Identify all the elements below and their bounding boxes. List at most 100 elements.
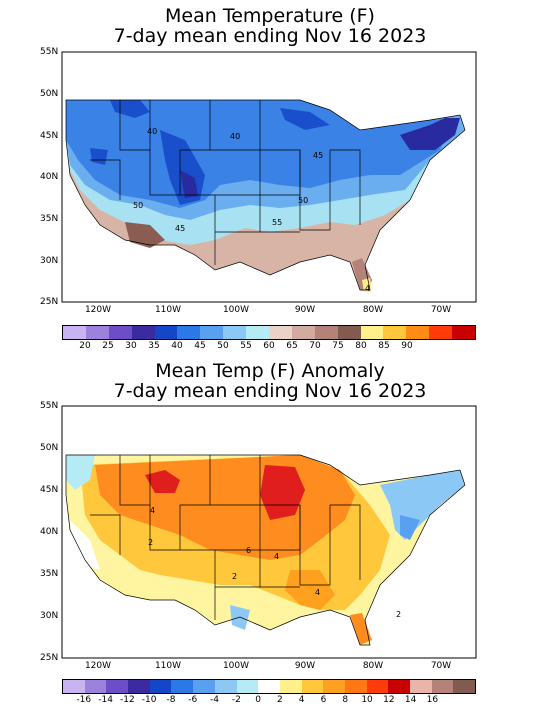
bottom-title-line2: 7-day mean ending Nov 16 2023 [113,380,427,402]
top-lon-label: 70W [430,305,452,315]
colorbar-tick-label: 30 [125,341,137,351]
top-lon-label: 110W [154,305,182,315]
top-contour-label: 40 [230,132,240,141]
top-lat-label: 45N [40,131,59,141]
top-contour-label: 45 [175,224,185,233]
bottom-contour-label: 4 [315,588,320,597]
colorbar-swatch [314,326,338,339]
colorbar-tick-label: -8 [166,695,176,705]
colorbar-tick-label: -12 [120,695,135,705]
bottom-lat-label: 35N [40,569,59,579]
bottom-lon-label: 90W [294,661,316,671]
colorbar-swatch [360,326,384,339]
bottom-state-boundaries [65,454,466,646]
colorbar-swatch [366,680,389,693]
colorbar-swatch [149,680,172,693]
colorbar-swatch [84,680,107,693]
colorbar-swatch [128,680,150,693]
colorbar-tick-label: 12 [383,695,395,705]
colorbar-tick-label: 60 [263,341,275,351]
bottom-lat-label: 55N [40,401,59,411]
bottom-lat-label: 30N [40,611,59,621]
bottom-map-frame [61,405,477,659]
top-lat-label: 30N [40,256,59,266]
colorbar-swatch [323,680,345,693]
colorbar-swatch [410,680,432,693]
top-title-line2: 7-day mean ending Nov 16 2023 [113,25,427,47]
colorbar-swatch [200,326,224,339]
colorbar-tick-label: -10 [141,695,157,705]
bottom-contour-label: 4 [274,552,279,561]
top-lat-label: 55N [40,47,59,57]
colorbar-swatch [214,680,237,693]
colorbar-swatch [453,680,476,693]
colorbar-tick-label: 75 [332,341,344,351]
colorbar-swatch [236,680,259,693]
colorbar-tick-label: 85 [378,341,390,351]
colorbar-tick-label: -2 [231,695,241,705]
top-contour-label: 50 [133,201,143,210]
colorbar-swatch [344,680,367,693]
colorbar-tick-label: 8 [342,695,349,705]
colorbar-swatch [269,326,292,339]
top-lon-label: 90W [294,305,316,315]
bottom-lat-label: 25N [40,653,59,663]
colorbar-swatch [279,680,302,693]
bottom-contour-label: 2 [148,538,153,547]
colorbar-tick-label: -4 [210,695,220,705]
top-lon-label: 100W [222,305,250,315]
colorbar-tick-label: 45 [194,341,206,351]
colorbar-swatch [291,326,315,339]
top-lon-label: 80W [362,305,384,315]
colorbar-tick-label: 90 [401,341,413,351]
top-contour-label: 45 [313,151,323,160]
colorbar-tick-label: 35 [148,341,160,351]
bottom-contour-label: 2 [396,610,401,619]
colorbar-swatch [388,680,410,693]
top-title-line1: Mean Temperature (F) [165,5,375,27]
colorbar-tick-label: 14 [404,695,417,705]
colorbar-swatch [223,326,247,339]
bottom-lon-label: 120W [84,661,112,671]
bottom-contour-label: 4 [150,506,155,515]
colorbar-swatch [85,326,109,339]
bottom-lon-label: 70W [430,661,452,671]
colorbar-swatch [429,326,453,339]
colorbar-swatch [383,326,407,339]
colorbar-swatch [301,680,324,693]
colorbar-swatch [106,680,129,693]
top-contour-label: 55 [272,218,282,227]
colorbar-swatch [63,326,86,339]
colorbar-tick-label: -16 [76,695,92,705]
colorbar-swatch [63,680,85,693]
bottom-lon-label: 80W [362,661,384,671]
colorbar-tick-label: 80 [355,341,367,351]
colorbar-tick-label: 40 [171,341,183,351]
top-map-frame [61,51,477,303]
colorbar-swatch [193,680,215,693]
top-state-boundaries [65,99,466,291]
colorbar-tick-label: 55 [240,341,252,351]
top-lat-label: 50N [40,89,59,99]
top-lon-label: 120W [84,305,112,315]
colorbar-tick-label: 25 [102,341,114,351]
colorbar-swatch [431,680,454,693]
bottom-contour-label: 2 [232,572,237,581]
colorbar-swatch [406,326,430,339]
bottom-lon-label: 100W [222,661,250,671]
top-colorbar [62,325,476,340]
colorbar-tick-label: 2 [277,695,283,705]
top-colorbar-labels: 20 25 30 35 40 45 50 55 60 65 70 75 80 85 90 [62,341,476,353]
colorbar-swatch [154,326,178,339]
colorbar-swatch [337,326,361,339]
bottom-anomaly-map: 4 2 6 4 2 4 2 [61,405,477,659]
colorbar-swatch [177,326,201,339]
colorbar-tick-label: 16 [426,695,439,705]
colorbar-tick-label: 10 [361,695,373,705]
colorbar-tick-label: 65 [286,341,298,351]
bottom-lat-label: 45N [40,485,59,495]
top-temperature-map: 40 40 45 50 50 55 45 4 [61,51,477,303]
colorbar-tick-label: -14 [98,695,113,705]
top-lat-label: 25N [40,297,59,307]
top-lat-label: 35N [40,214,59,224]
